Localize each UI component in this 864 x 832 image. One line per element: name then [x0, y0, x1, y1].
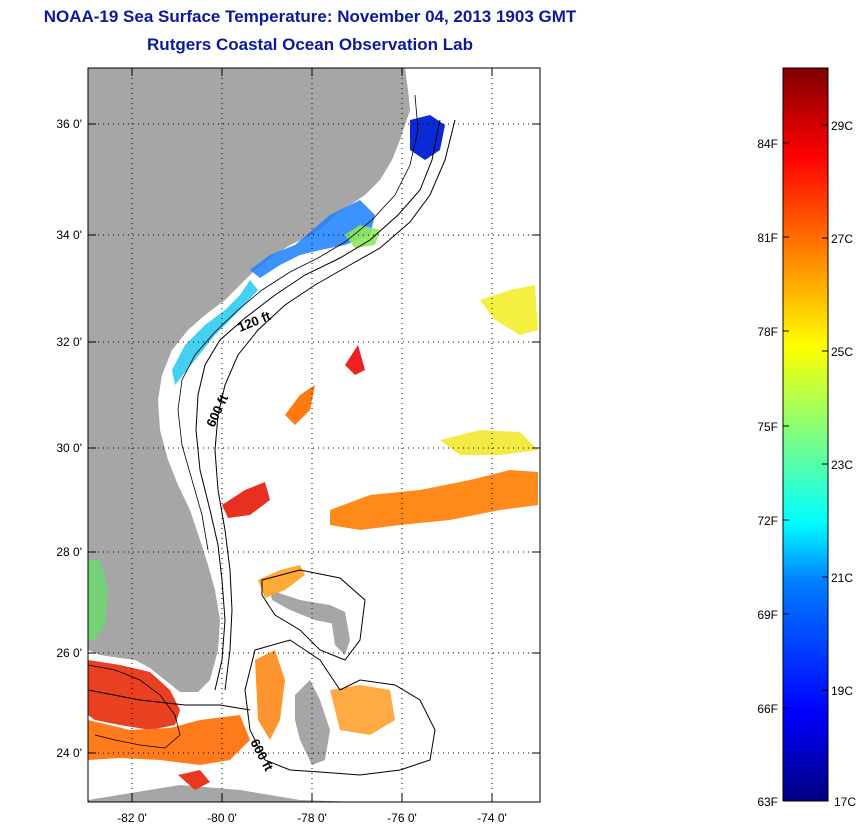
cb-f-81: 81F [757, 231, 778, 245]
contour-bahamas-1 [261, 569, 366, 661]
lon-label-82: -82 0' [117, 811, 147, 825]
bahamas-island-abaco [330, 605, 350, 655]
cb-c-29: 29C [831, 119, 853, 133]
cb-c-25: 25C [831, 345, 853, 359]
lat-label-32: 32 0' [56, 335, 82, 349]
map-subtitle: Rutgers Coastal Ocean Observation Lab [147, 35, 473, 54]
tick-marks [88, 68, 540, 802]
sst-patch-yellow-30 [440, 430, 538, 455]
sst-patch-red-31 [345, 345, 365, 375]
sst-patch-red-29 [222, 482, 270, 518]
lat-label-24: 24 0' [56, 746, 82, 760]
lat-label-34: 34 0' [56, 228, 82, 242]
lat-label-36: 36 0' [56, 117, 82, 131]
lon-label-80: -80 0' [207, 811, 237, 825]
contour-gulf-1 [88, 664, 181, 749]
colorbar [782, 67, 829, 802]
sst-patch-orange-29 [330, 470, 538, 530]
bahamas-island-andros [295, 680, 330, 765]
cb-c-19: 19C [831, 684, 853, 698]
lon-label-78: -78 0' [297, 811, 327, 825]
contour-600ft [214, 119, 456, 691]
map-content: 120 ft 600 ft 600 ft [88, 68, 540, 802]
sst-patch-orange-27 [258, 565, 305, 598]
cb-f-84: 84F [757, 137, 778, 151]
lat-label-28: 28 0' [56, 545, 82, 559]
cuba-land [88, 785, 360, 802]
lat-label-30: 30 0' [56, 441, 82, 455]
contour-coastline-shelf [177, 94, 419, 551]
sst-patch-outerbanks-blue [410, 115, 445, 160]
cb-f-75: 75F [757, 420, 778, 434]
sst-patch-bahamas-orange-2 [330, 685, 395, 735]
contour-bahamas-2 [244, 639, 436, 776]
cb-c-27: 27C [831, 232, 853, 246]
us-landmass [88, 68, 410, 692]
cb-f-66: 66F [757, 702, 778, 716]
sst-patch-gulf-green [88, 560, 108, 640]
sst-patch-bahamas-orange [255, 650, 285, 740]
lon-label-76: -76 0' [387, 811, 417, 825]
cb-f-78: 78F [757, 325, 778, 339]
cb-c-23: 23C [831, 458, 853, 472]
sst-patch-green-34 [345, 225, 380, 248]
cb-f-63: 63F [757, 795, 778, 809]
lat-label-26: 26 0' [56, 646, 82, 660]
sst-patch-orange-31 [285, 385, 315, 425]
cb-c-21: 21C [831, 571, 853, 585]
cb-f-69: 69F [757, 608, 778, 622]
sst-patch-keys-red [178, 770, 210, 790]
grid-lines [88, 68, 540, 802]
contour-120ft [195, 119, 441, 691]
cb-f-72: 72F [757, 514, 778, 528]
sst-patch-yellow-32 [480, 285, 538, 335]
sst-patch-gulf-red [88, 660, 180, 730]
bahamas-island-grand [270, 590, 345, 625]
map-frame [87, 67, 541, 803]
map-title: NOAA-19 Sea Surface Temperature: Novembe… [43, 7, 577, 26]
lon-label-74: -74 0' [477, 811, 507, 825]
cb-c-17: 17C [834, 795, 856, 809]
contour-keys [88, 689, 251, 711]
colorbar-ticks [783, 124, 828, 709]
